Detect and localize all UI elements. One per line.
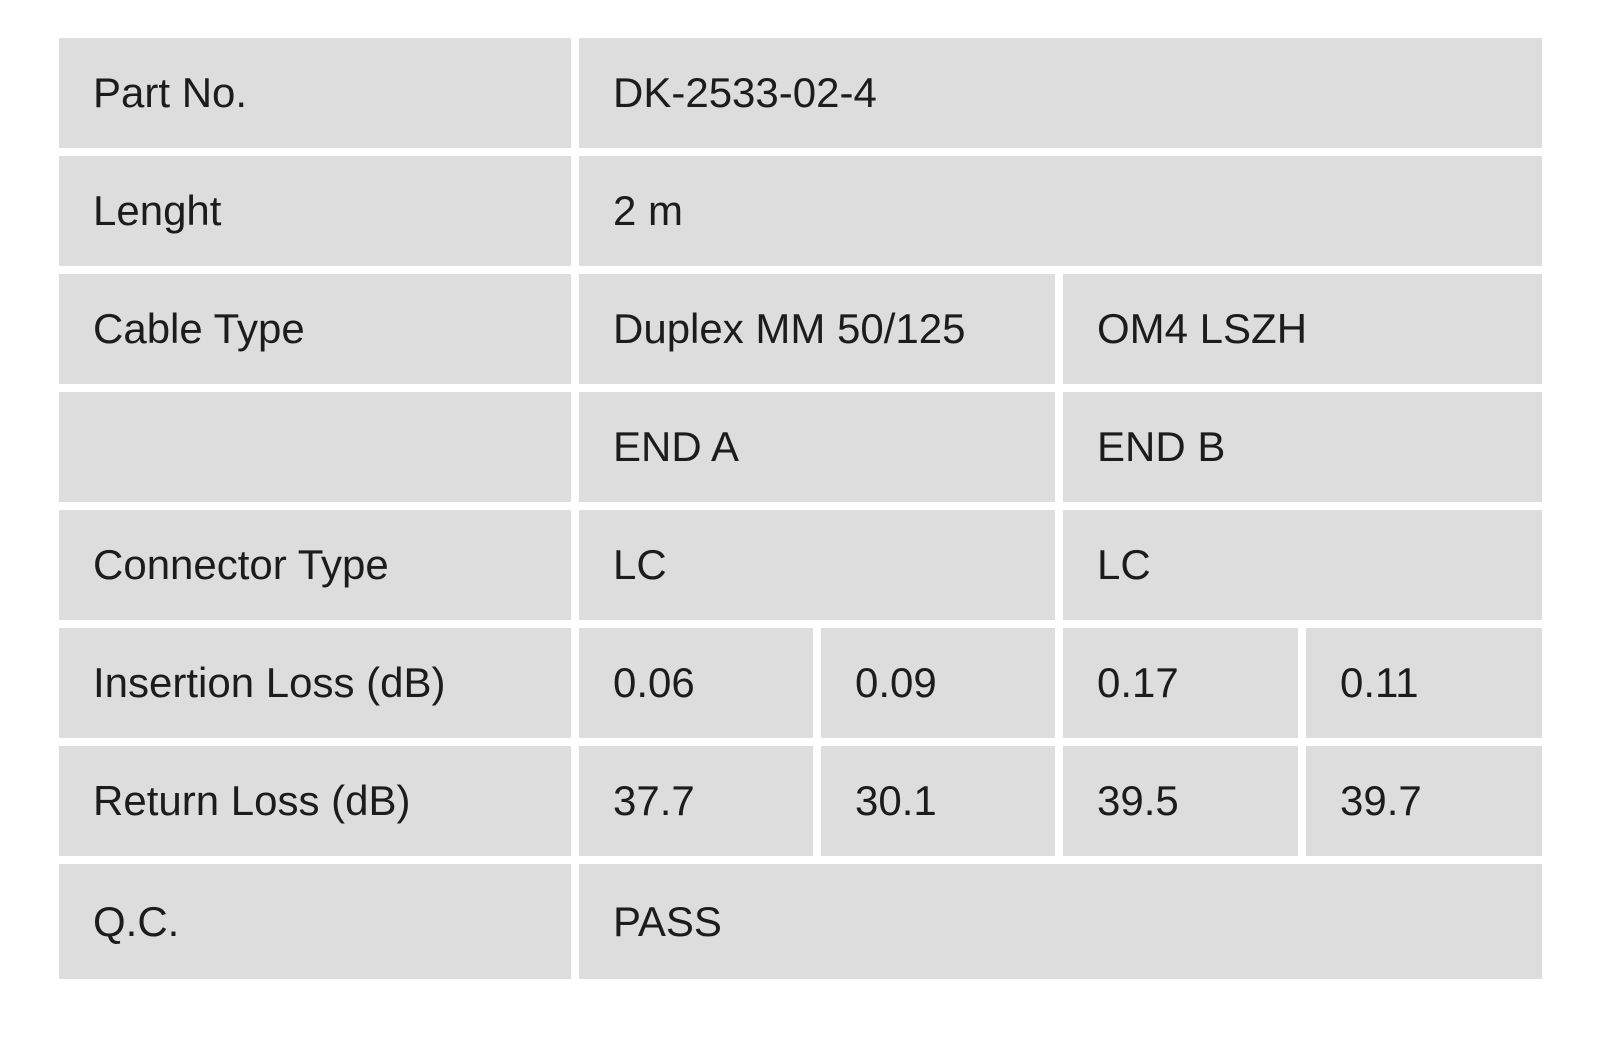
cell: 37.7	[579, 746, 813, 856]
row-label: Cable Type	[59, 274, 571, 384]
row-label: Part No.	[59, 38, 571, 148]
cell: 0.06	[579, 628, 813, 738]
cell: LC	[579, 510, 1055, 620]
cell: 39.5	[1063, 746, 1298, 856]
cell: OM4 LSZH	[1063, 274, 1542, 384]
row-label: Lenght	[59, 156, 571, 266]
cell: Duplex MM 50/125	[579, 274, 1055, 384]
row-label: Return Loss (dB)	[59, 746, 571, 856]
cell: 30.1	[821, 746, 1055, 856]
cell: DK-2533-02-4	[579, 38, 1542, 148]
cell: 0.09	[821, 628, 1055, 738]
column-header: END B	[1063, 392, 1542, 502]
empty-cell	[59, 392, 571, 502]
cell: 39.7	[1306, 746, 1542, 856]
cell: LC	[1063, 510, 1542, 620]
cell: 0.17	[1063, 628, 1298, 738]
cell: 2 m	[579, 156, 1542, 266]
row-label: Connector Type	[59, 510, 571, 620]
column-header: END A	[579, 392, 1055, 502]
cell: 0.11	[1306, 628, 1542, 738]
cell: PASS	[579, 864, 1542, 979]
row-label: Insertion Loss (dB)	[59, 628, 571, 738]
spec-table: Part No. DK-2533-02-4 Lenght 2 m Cable T…	[59, 38, 1542, 979]
row-label: Q.C.	[59, 864, 571, 979]
